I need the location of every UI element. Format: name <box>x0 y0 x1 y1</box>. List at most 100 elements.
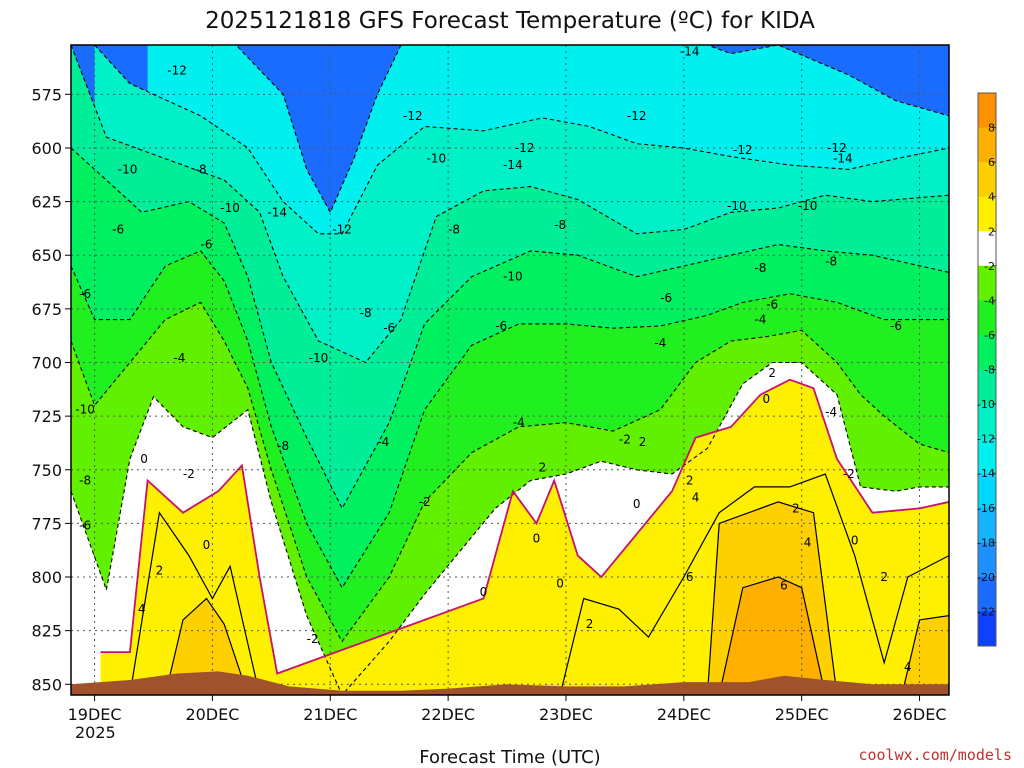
x-tick-label: 21DEC <box>303 705 357 724</box>
contour-label: 2 <box>586 617 594 631</box>
y-tick-label: 600 <box>31 139 62 158</box>
x-axis-ticks: 19DEC 20DEC 21DEC 22DEC 23DEC 24DEC 25DEC 26DEC <box>68 695 947 724</box>
chart-title: 2025121818 GFS Forecast Temperature (ºC)… <box>205 8 815 34</box>
contour-label: -4 <box>377 435 389 449</box>
isotherm-0 <box>100 378 949 675</box>
contour-label: 2 <box>792 501 800 515</box>
colorbar-swatch <box>978 369 996 405</box>
y-tick-label: 850 <box>31 675 62 694</box>
contour-label: -8 <box>277 439 289 453</box>
contour-label: -8 <box>448 223 460 237</box>
contour-label: -6 <box>79 287 91 301</box>
isotherm-2 <box>129 473 949 695</box>
contour-label: -12 <box>733 143 753 157</box>
contour-label: -10 <box>798 199 818 213</box>
contour-label: 6 <box>780 579 788 593</box>
contour-label: -4 <box>754 313 766 327</box>
contour-label: -6 <box>766 298 778 312</box>
contour-label: -10 <box>503 270 523 284</box>
credit-label: coolwx.com/models <box>858 746 1012 764</box>
contour-label: -2 <box>419 495 431 509</box>
y-tick-label: 725 <box>31 407 62 426</box>
contour-label: -6 <box>112 223 124 237</box>
contour-label: -12 <box>627 109 647 123</box>
colorbar-swatch <box>978 438 996 474</box>
contour-label: -2 <box>183 467 195 481</box>
colorbar-swatch <box>978 542 996 578</box>
y-tick-label: 700 <box>31 353 62 372</box>
contour-label: 6 <box>686 570 694 584</box>
y-tick-label: 650 <box>31 246 62 265</box>
x-tick-label: 25DEC <box>775 705 829 724</box>
contour-label: 4 <box>138 602 146 616</box>
isotherm--12 <box>94 45 949 235</box>
colorbar-swatch <box>978 576 996 612</box>
colorbar-label: -4 <box>984 294 995 307</box>
gridlines <box>71 45 949 695</box>
colorbar-label: -22 <box>977 605 995 618</box>
contour-label: 2 <box>880 570 888 584</box>
colorbar-label: -2 <box>984 260 995 273</box>
y-tick-label: 625 <box>31 193 62 212</box>
band-above-6 <box>719 577 826 695</box>
isotherm--4 <box>71 301 949 643</box>
colorbar-label: -20 <box>977 571 995 584</box>
contour-label: -4 <box>173 351 185 365</box>
contour-label: 0 <box>762 392 770 406</box>
colorbar-label: 6 <box>988 156 995 169</box>
plot-frame <box>70 44 950 696</box>
colorbar-label: 4 <box>988 191 995 204</box>
y-axis-ticks: 575 600 625 650 675 700 725 750 775 800 825 850 <box>31 85 71 694</box>
y-tick-label: 775 <box>31 514 62 533</box>
contour-label: -2 <box>307 632 319 646</box>
colorbar-label: -6 <box>984 329 995 342</box>
contour-label: 0 <box>556 576 564 590</box>
contour-label: -8 <box>825 255 837 269</box>
temperature-bands <box>71 45 949 695</box>
colorbar-label: -14 <box>977 467 995 480</box>
contour-label: 2 <box>156 564 164 578</box>
colorbar-label: -18 <box>977 536 995 549</box>
contour-label: -12 <box>827 141 847 155</box>
contour-label: 0 <box>633 497 641 511</box>
contour-label: -14 <box>680 44 700 58</box>
colorbar-label: -16 <box>977 502 995 515</box>
contour-label: 0 <box>851 534 859 548</box>
colorbar-label: 8 <box>988 122 995 135</box>
x-tick-label: 23DEC <box>539 705 593 724</box>
contour-label: 2 <box>539 461 547 475</box>
colorbar-label: -8 <box>984 364 995 377</box>
colorbar-label: -12 <box>977 433 995 446</box>
contour-label: 4 <box>804 536 812 550</box>
contour-label: 0 <box>480 585 488 599</box>
contour-label: -2 <box>843 467 855 481</box>
contour-label: -10 <box>309 351 329 365</box>
contour-label: -12 <box>515 141 535 155</box>
contour-label: -6 <box>495 319 507 333</box>
colorbar-swatch <box>978 162 996 198</box>
contour-label: -12 <box>167 64 187 78</box>
contour-label: 0 <box>140 452 148 466</box>
contour-label: -10 <box>75 403 95 417</box>
contour-label: -10 <box>727 199 747 213</box>
colorbar-label: -10 <box>977 398 995 411</box>
x-axis-year-label: 2025 <box>75 723 116 742</box>
contour-label: 2 <box>639 435 647 449</box>
colorbar-swatch <box>978 473 996 509</box>
contour-label: -8 <box>554 218 566 232</box>
contour-label: -4 <box>513 416 525 430</box>
contour-label: 0 <box>533 531 541 545</box>
x-tick-label: 24DEC <box>657 705 711 724</box>
x-tick-label: 20DEC <box>185 705 239 724</box>
contour-label: -10 <box>426 152 446 166</box>
contour-label: 2 <box>768 366 776 380</box>
isotherm--8 <box>71 147 949 510</box>
y-tick-label: 800 <box>31 568 62 587</box>
contour-label: -8 <box>754 261 766 275</box>
contour-label: -14 <box>503 158 523 172</box>
contour-label: -12 <box>332 223 352 237</box>
contour-label: -6 <box>890 319 902 333</box>
x-axis-title: Forecast Time (UTC) <box>419 747 600 768</box>
colorbar-swatch <box>978 611 996 647</box>
